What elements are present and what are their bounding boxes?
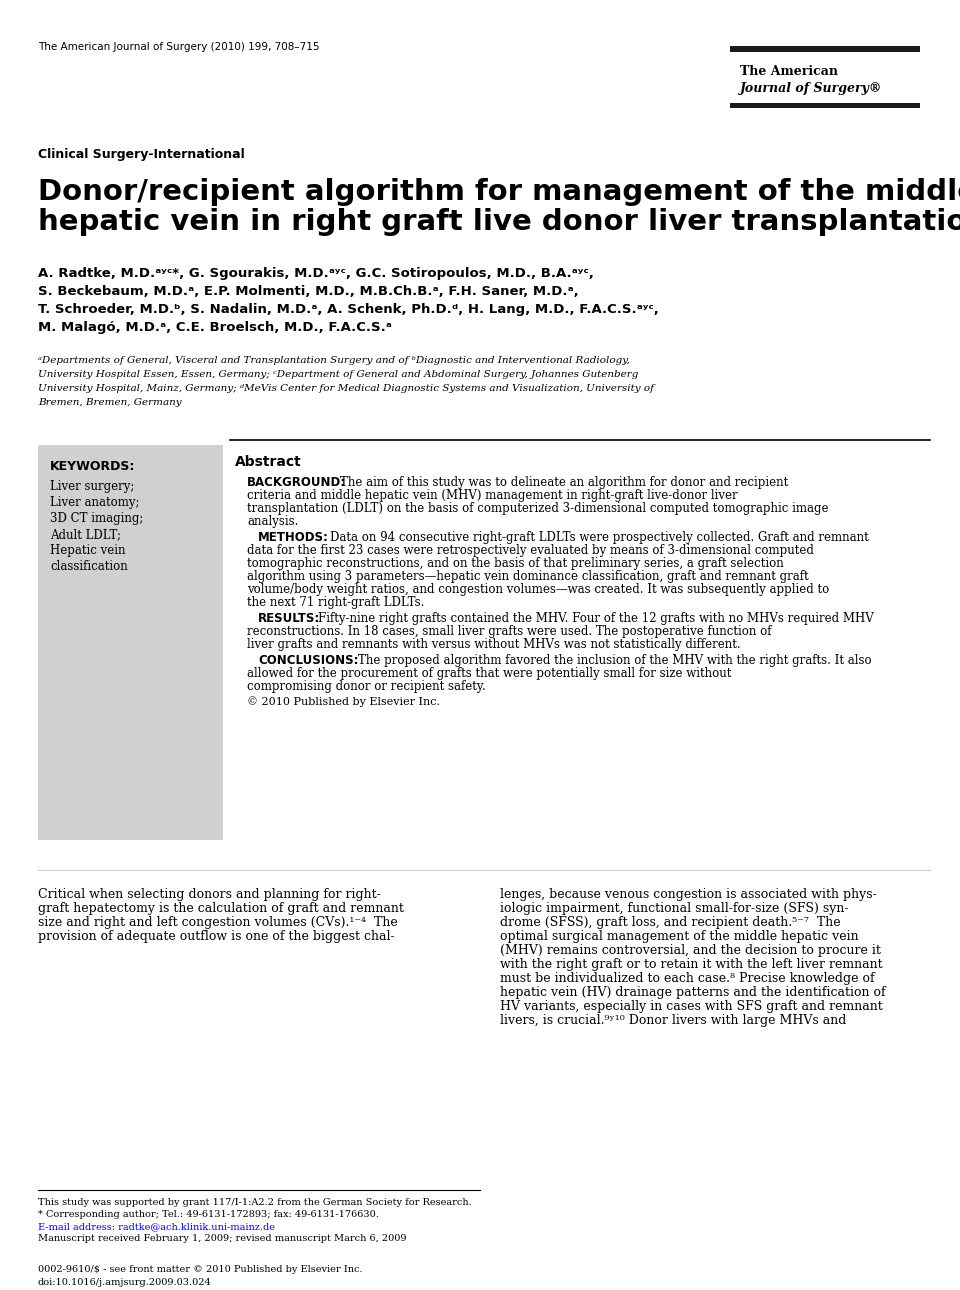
Text: algorithm using 3 parameters—hepatic vein dominance classification, graft and re: algorithm using 3 parameters—hepatic vei… bbox=[247, 570, 808, 583]
Text: * Corresponding author; Tel.: 49-6131-172893; fax: 49-6131-176630.: * Corresponding author; Tel.: 49-6131-17… bbox=[38, 1210, 379, 1219]
Text: Fifty-nine right grafts contained the MHV. Four of the 12 grafts with no MHVs re: Fifty-nine right grafts contained the MH… bbox=[318, 611, 874, 624]
Text: ᵃDepartments of General, Visceral and Transplantation Surgery and of ᵇDiagnostic: ᵃDepartments of General, Visceral and Tr… bbox=[38, 356, 630, 365]
Text: reconstructions. In 18 cases, small liver grafts were used. The postoperative fu: reconstructions. In 18 cases, small live… bbox=[247, 624, 772, 639]
Bar bbox=[730, 103, 920, 108]
Text: KEYWORDS:: KEYWORDS: bbox=[50, 461, 135, 473]
Text: BACKGROUND:: BACKGROUND: bbox=[247, 476, 347, 489]
Text: iologic impairment, functional small-for-size (SFS) syn-: iologic impairment, functional small-for… bbox=[500, 902, 849, 915]
Text: HV variants, especially in cases with SFS graft and remnant: HV variants, especially in cases with SF… bbox=[500, 1000, 883, 1013]
Text: Critical when selecting donors and planning for right-: Critical when selecting donors and plann… bbox=[38, 888, 381, 900]
Text: This study was supported by grant 117/I-1:A2.2 from the German Society for Resea: This study was supported by grant 117/I-… bbox=[38, 1198, 471, 1207]
Text: Journal of Surgery®: Journal of Surgery® bbox=[740, 83, 882, 95]
Text: graft hepatectomy is the calculation of graft and remnant: graft hepatectomy is the calculation of … bbox=[38, 902, 404, 915]
Text: The American Journal of Surgery (2010) 199, 708–715: The American Journal of Surgery (2010) 1… bbox=[38, 43, 320, 52]
Text: Clinical Surgery-International: Clinical Surgery-International bbox=[38, 148, 245, 161]
Text: University Hospital, Mainz, Germany; ᵈMeVis Center for Medical Diagnostic System: University Hospital, Mainz, Germany; ᵈMe… bbox=[38, 384, 654, 393]
Text: The aim of this study was to delineate an algorithm for donor and recipient: The aim of this study was to delineate a… bbox=[340, 476, 788, 489]
Text: volume/body weight ratios, and congestion volumes—was created. It was subsequent: volume/body weight ratios, and congestio… bbox=[247, 583, 829, 596]
Text: Adult LDLT;: Adult LDLT; bbox=[50, 528, 121, 541]
Text: Hepatic vein: Hepatic vein bbox=[50, 544, 126, 557]
Bar bbox=[730, 46, 920, 52]
Text: (MHV) remains controversial, and the decision to procure it: (MHV) remains controversial, and the dec… bbox=[500, 944, 881, 957]
Text: M. Malagó, M.D.ᵃ, C.E. Broelsch, M.D., F.A.C.S.ᵃ: M. Malagó, M.D.ᵃ, C.E. Broelsch, M.D., F… bbox=[38, 321, 392, 334]
Text: 0002-9610/$ - see front matter © 2010 Published by Elsevier Inc.: 0002-9610/$ - see front matter © 2010 Pu… bbox=[38, 1265, 363, 1275]
Text: METHODS:: METHODS: bbox=[258, 531, 329, 544]
Text: drome (SFSS), graft loss, and recipient death.⁵⁻⁷  The: drome (SFSS), graft loss, and recipient … bbox=[500, 916, 841, 929]
Text: analysis.: analysis. bbox=[247, 515, 299, 528]
Text: must be individualized to each case.⁸ Precise knowledge of: must be individualized to each case.⁸ Pr… bbox=[500, 971, 875, 986]
Text: A. Radtke, M.D.ᵃʸᶜ*, G. Sgourakis, M.D.ᵃʸᶜ, G.C. Sotiropoulos, M.D., B.A.ᵃʸᶜ,: A. Radtke, M.D.ᵃʸᶜ*, G. Sgourakis, M.D.ᵃ… bbox=[38, 267, 594, 280]
Text: Liver anatomy;: Liver anatomy; bbox=[50, 495, 139, 510]
Text: E-mail address: radtke@ach.klinik.uni-mainz.de: E-mail address: radtke@ach.klinik.uni-ma… bbox=[38, 1222, 275, 1231]
Text: The American: The American bbox=[740, 64, 838, 77]
Text: compromising donor or recipient safety.: compromising donor or recipient safety. bbox=[247, 680, 486, 693]
Text: RESULTS:: RESULTS: bbox=[258, 611, 321, 624]
Text: S. Beckebaum, M.D.ᵃ, E.P. Molmenti, M.D., M.B.Ch.B.ᵃ, F.H. Saner, M.D.ᵃ,: S. Beckebaum, M.D.ᵃ, E.P. Molmenti, M.D.… bbox=[38, 285, 579, 298]
Text: University Hospital Essen, Essen, Germany; ᶜDepartment of General and Abdominal : University Hospital Essen, Essen, German… bbox=[38, 370, 638, 379]
Text: Abstract: Abstract bbox=[235, 455, 301, 470]
Text: Bremen, Bremen, Germany: Bremen, Bremen, Germany bbox=[38, 399, 181, 408]
Text: transplantation (LDLT) on the basis of computerized 3-dimensional computed tomog: transplantation (LDLT) on the basis of c… bbox=[247, 502, 828, 515]
Text: Donor/recipient algorithm for management of the middle: Donor/recipient algorithm for management… bbox=[38, 178, 960, 206]
Text: liver grafts and remnants with versus without MHVs was not statistically differe: liver grafts and remnants with versus wi… bbox=[247, 639, 740, 651]
Text: criteria and middle hepatic vein (MHV) management in right-graft live-donor live: criteria and middle hepatic vein (MHV) m… bbox=[247, 489, 737, 502]
Text: T. Schroeder, M.D.ᵇ, S. Nadalin, M.D.ᵃ, A. Schenk, Ph.D.ᵈ, H. Lang, M.D., F.A.C.: T. Schroeder, M.D.ᵇ, S. Nadalin, M.D.ᵃ, … bbox=[38, 303, 659, 316]
Text: tomographic reconstructions, and on the basis of that preliminary series, a graf: tomographic reconstructions, and on the … bbox=[247, 557, 783, 570]
Text: allowed for the procurement of grafts that were potentially small for size witho: allowed for the procurement of grafts th… bbox=[247, 667, 732, 680]
Text: livers, is crucial.⁹ʸ¹⁰ Donor livers with large MHVs and: livers, is crucial.⁹ʸ¹⁰ Donor livers wit… bbox=[500, 1014, 847, 1027]
Text: with the right graft or to retain it with the left liver remnant: with the right graft or to retain it wit… bbox=[500, 958, 882, 971]
Text: Data on 94 consecutive right-graft LDLTs were prospectively collected. Graft and: Data on 94 consecutive right-graft LDLTs… bbox=[330, 531, 869, 544]
Text: Liver surgery;: Liver surgery; bbox=[50, 480, 134, 493]
Text: Manuscript received February 1, 2009; revised manuscript March 6, 2009: Manuscript received February 1, 2009; re… bbox=[38, 1235, 406, 1244]
Text: classification: classification bbox=[50, 560, 128, 573]
Text: optimal surgical management of the middle hepatic vein: optimal surgical management of the middl… bbox=[500, 930, 858, 943]
Text: The proposed algorithm favored the inclusion of the MHV with the right grafts. I: The proposed algorithm favored the inclu… bbox=[358, 654, 872, 667]
Text: doi:10.1016/j.amjsurg.2009.03.024: doi:10.1016/j.amjsurg.2009.03.024 bbox=[38, 1278, 212, 1287]
Text: lenges, because venous congestion is associated with phys-: lenges, because venous congestion is ass… bbox=[500, 888, 876, 900]
Bar bbox=[38, 445, 223, 840]
Text: size and right and left congestion volumes (CVs).¹⁻⁴  The: size and right and left congestion volum… bbox=[38, 916, 397, 929]
Text: data for the first 23 cases were retrospectively evaluated by means of 3-dimensi: data for the first 23 cases were retrosp… bbox=[247, 544, 814, 557]
Text: hepatic vein in right graft live donor liver transplantation: hepatic vein in right graft live donor l… bbox=[38, 208, 960, 236]
Text: CONCLUSIONS:: CONCLUSIONS: bbox=[258, 654, 358, 667]
Text: 3D CT imaging;: 3D CT imaging; bbox=[50, 512, 143, 525]
Text: the next 71 right-graft LDLTs.: the next 71 right-graft LDLTs. bbox=[247, 596, 424, 609]
Text: provision of adequate outflow is one of the biggest chal-: provision of adequate outflow is one of … bbox=[38, 930, 395, 943]
Text: © 2010 Published by Elsevier Inc.: © 2010 Published by Elsevier Inc. bbox=[247, 697, 440, 707]
Text: hepatic vein (HV) drainage patterns and the identification of: hepatic vein (HV) drainage patterns and … bbox=[500, 986, 886, 998]
